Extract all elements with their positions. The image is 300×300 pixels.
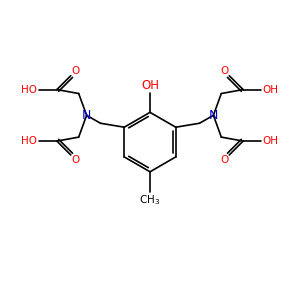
Text: OH: OH [141, 79, 159, 92]
Text: HO: HO [21, 136, 37, 146]
Text: OH: OH [263, 85, 279, 94]
Text: OH: OH [263, 136, 279, 146]
Text: O: O [72, 66, 80, 76]
Text: HO: HO [21, 85, 37, 94]
Text: O: O [220, 155, 228, 165]
Text: N: N [82, 109, 91, 122]
Text: O: O [220, 66, 228, 76]
Text: CH$_3$: CH$_3$ [140, 194, 160, 207]
Text: N: N [209, 109, 218, 122]
Text: O: O [72, 155, 80, 165]
